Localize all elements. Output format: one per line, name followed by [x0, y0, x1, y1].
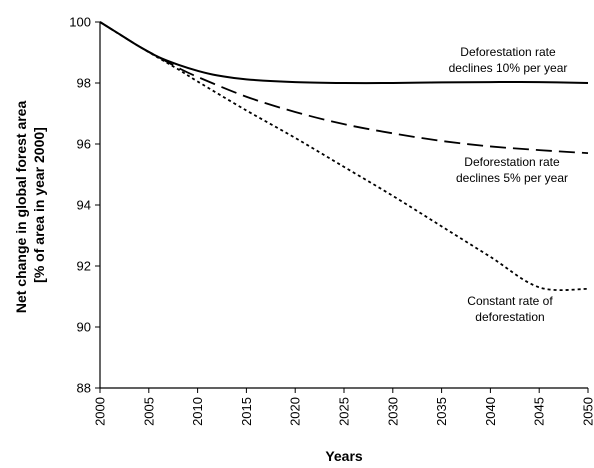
x-tick-label: 2020	[288, 397, 303, 426]
y-axis-ticks: 88 90 92 94 96 98 100	[69, 15, 100, 396]
series-lines	[99, 21, 589, 292]
x-tick-label: 2040	[483, 397, 498, 426]
annotation-decline5: Deforestation rate declines 5% per year	[456, 155, 568, 185]
x-tick-label: 2005	[141, 397, 156, 426]
x-tick-label: 2000	[93, 397, 108, 426]
annotation-line: Deforestation rate	[460, 45, 556, 59]
y-tick-label: 100	[69, 15, 91, 30]
x-tick-label: 2025	[337, 397, 352, 426]
y-tick-label: 96	[77, 137, 91, 152]
series-line-decline5	[99, 21, 589, 155]
y-axis-title-line-1: Net change in global forest area	[13, 101, 29, 314]
annotation-decline10: Deforestation rate declines 10% per year	[449, 45, 568, 75]
x-tick-label: 2030	[385, 397, 400, 426]
y-axis-title-line-2: [% of area in year 2000]	[31, 127, 47, 283]
y-tick-label: 94	[77, 198, 91, 213]
x-tick-label: 2015	[239, 397, 254, 426]
y-axis-title: Net change in global forest area [% of a…	[13, 97, 47, 313]
y-tick-label: 90	[77, 320, 91, 335]
x-tick-label: 2050	[581, 397, 594, 426]
x-tick-label: 2035	[434, 397, 449, 426]
annotation-line: declines 10% per year	[449, 61, 568, 75]
y-tick-label: 88	[77, 381, 91, 396]
x-axis-ticks: 2000 2005 2010 2015 2020 2025 2030 2035 2040 2045…	[93, 388, 594, 426]
annotation-line: declines 5% per year	[456, 171, 568, 185]
x-axis-title: Years	[325, 448, 363, 464]
x-tick-label: 2010	[190, 397, 205, 426]
y-tick-label: 98	[77, 76, 91, 91]
annotation-line: Deforestation rate	[464, 155, 560, 169]
annotation-constant: Constant rate of deforestation	[467, 294, 553, 324]
y-tick-label: 92	[77, 259, 91, 274]
annotation-line: Constant rate of	[467, 294, 553, 308]
annotation-line: deforestation	[475, 310, 544, 324]
series-annotations: Deforestation rate declines 10% per yearD…	[449, 45, 568, 324]
x-tick-label: 2045	[532, 397, 547, 426]
